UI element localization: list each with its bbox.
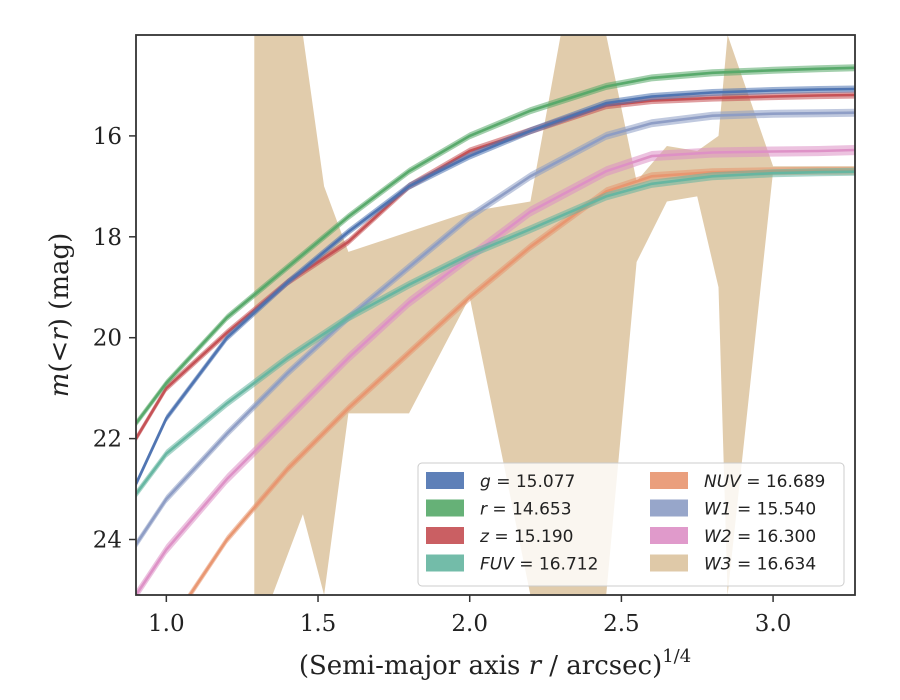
series-nuv-band	[187, 166, 855, 595]
y-tick-label: 20	[93, 326, 122, 352]
legend-label-nuv: NUV = 16.689	[704, 472, 825, 492]
series-w2-line	[136, 148, 855, 595]
y-tick-label: 18	[93, 225, 122, 251]
legend-label-w2: W2 = 16.300	[704, 527, 816, 547]
legend-label-w3: W3 = 16.634	[704, 555, 816, 575]
legend: g = 15.077 r = 14.653 z = 15.190 FUV = 16.7…	[417, 462, 845, 587]
legend-swatch-z	[426, 527, 464, 544]
y-tick-label: 22	[93, 427, 122, 453]
x-tick-label: 2.0	[451, 611, 488, 637]
series-r	[136, 64, 855, 428]
legend-swatch-r	[426, 499, 464, 517]
series-w2	[136, 145, 855, 595]
legend-label-w1: W1 = 15.540	[704, 500, 816, 520]
legend-swatch-nuv	[650, 472, 688, 489]
series-g-band	[136, 85, 855, 488]
x-tick-label: 2.5	[603, 611, 640, 637]
x-tick-label: 3.0	[755, 611, 792, 637]
plot-frame	[135, 34, 856, 596]
series-r-line	[136, 66, 855, 425]
series-layer	[136, 35, 855, 595]
legend-swatch-w1	[650, 499, 688, 517]
series-w1	[136, 108, 855, 549]
y-axis: 16 18 20 22 24	[93, 124, 136, 554]
legend-label-g: g = 15.077	[480, 472, 575, 492]
y-tick-label: 24	[93, 528, 122, 554]
series-w2-band	[136, 145, 855, 595]
series-g	[136, 85, 855, 488]
legend-swatch-w3	[650, 554, 688, 572]
legend-label-fuv: FUV = 16.712	[480, 555, 598, 575]
legend-frame	[417, 462, 845, 587]
legend-label-r: r = 14.653	[480, 500, 572, 520]
legend-label-z: z = 15.190	[479, 527, 573, 547]
x-tick-label: 1.5	[300, 611, 337, 637]
series-w1-line	[136, 111, 855, 546]
series-fuv	[136, 167, 855, 499]
y-tick-label: 16	[93, 124, 122, 150]
legend-swatch-fuv	[426, 554, 464, 572]
x-axis-label: (Semi-major axis r / arcsec)1/4	[299, 646, 691, 681]
legend-swatch-w2	[650, 527, 688, 544]
x-tick-label: 1.0	[148, 611, 185, 637]
series-fuv-line	[136, 170, 855, 495]
series-g-line	[136, 87, 855, 485]
series-w1-band	[136, 108, 855, 549]
legend-swatch-g	[426, 472, 464, 489]
x-axis: 1.0 1.5 2.0 2.5 3.0	[148, 595, 791, 637]
y-axis-label: m(<r) (mag)	[45, 233, 75, 398]
